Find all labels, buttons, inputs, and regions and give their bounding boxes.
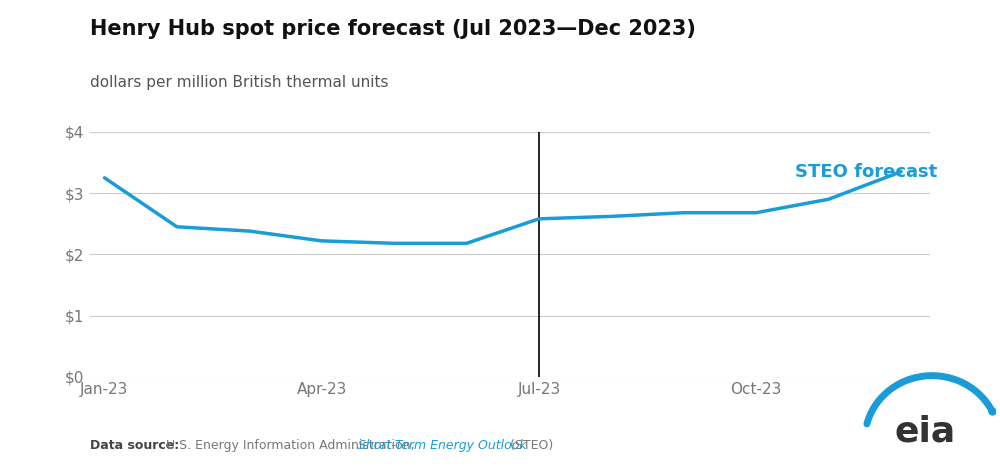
Text: (STEO): (STEO): [506, 439, 553, 452]
Text: Henry Hub spot price forecast (Jul 2023—Dec 2023): Henry Hub spot price forecast (Jul 2023—…: [90, 19, 696, 39]
Text: dollars per million British thermal units: dollars per million British thermal unit…: [90, 75, 388, 90]
Text: STEO forecast: STEO forecast: [795, 162, 937, 181]
Text: eia: eia: [894, 414, 955, 448]
Text: Data source:: Data source:: [90, 439, 179, 452]
Text: U.S. Energy Information Administration,: U.S. Energy Information Administration,: [162, 439, 418, 452]
Text: Short-Term Energy Outlook: Short-Term Energy Outlook: [358, 439, 527, 452]
